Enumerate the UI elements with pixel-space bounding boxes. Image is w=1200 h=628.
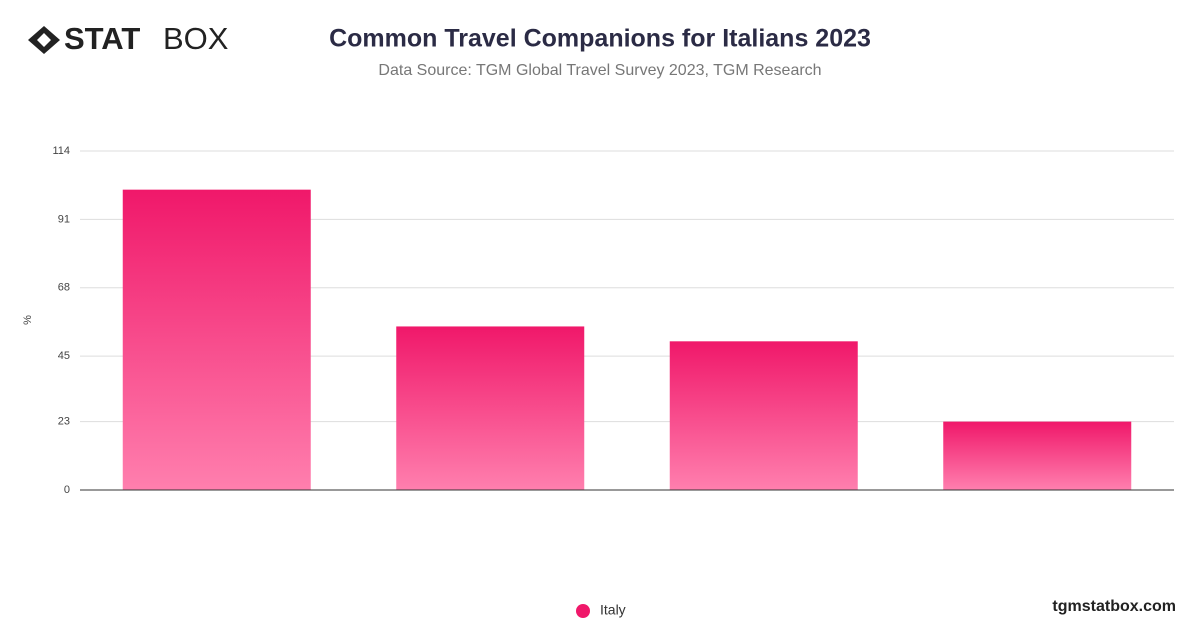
bar (669, 341, 858, 490)
bar (122, 189, 311, 490)
chart-title: Common Travel Companions for Italians 20… (329, 25, 871, 53)
y-tick-label: 91 (58, 213, 70, 225)
y-tick-label: 0 (64, 484, 70, 496)
y-tick-label: 23 (58, 416, 70, 428)
legend-label: Italy (600, 602, 626, 618)
y-tick-label: 45 (58, 350, 70, 362)
logo: STAT BOX (28, 21, 229, 56)
chart-subtitle: Data Source: TGM Global Travel Survey 20… (378, 62, 821, 79)
footer: tgmstatbox.com (1052, 598, 1176, 615)
legend-marker (576, 604, 590, 618)
logo-bold: STAT (64, 21, 140, 56)
y-axis-label: % (22, 315, 34, 325)
logo-light: BOX (163, 21, 229, 56)
y-tick-label: 114 (52, 145, 70, 157)
bar (943, 421, 1132, 490)
y-tick-label: 68 (58, 282, 70, 294)
logo-icon (28, 26, 60, 54)
bar (396, 326, 585, 490)
